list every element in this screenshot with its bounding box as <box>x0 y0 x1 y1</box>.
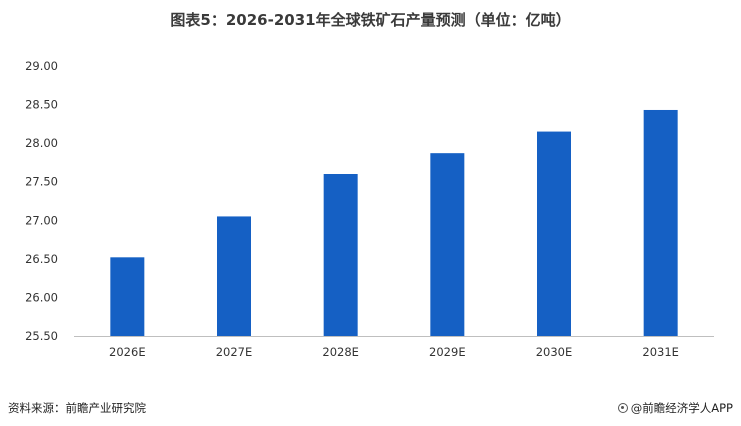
y-tick-label: 27.00 <box>25 213 58 227</box>
x-tick-label: 2028E <box>322 345 359 359</box>
y-axis: 25.50 26.00 26.50 27.00 27.50 28.00 28.50 29.00 <box>25 59 58 343</box>
bar-2031e <box>643 109 678 336</box>
bar-2026e <box>110 257 145 336</box>
x-tick-label: 2029E <box>429 345 466 359</box>
y-tick-label: 28.00 <box>25 136 58 150</box>
brand-label: @前瞻经济学人APP <box>630 401 733 415</box>
y-tick-label: 28.50 <box>25 98 58 112</box>
brand-logo-icon <box>617 403 628 413</box>
bar-2028e <box>323 174 358 336</box>
bars <box>110 109 678 336</box>
y-tick-label: 26.50 <box>25 252 58 266</box>
bar-2027e <box>217 216 251 336</box>
bar-2029e <box>430 153 465 336</box>
brand-credit: @前瞻经济学人APP <box>617 400 733 416</box>
y-tick-label: 29.00 <box>25 59 58 73</box>
y-tick-label: 26.00 <box>25 290 58 304</box>
bar-2030e <box>537 131 571 336</box>
x-axis: 2026E 2027E 2028E 2029E 2030E 2031E <box>74 336 714 359</box>
x-tick-label: 2031E <box>642 345 679 359</box>
y-tick-label: 25.50 <box>25 329 58 343</box>
x-tick-label: 2027E <box>216 345 253 359</box>
chart-title: 图表5：2026-2031年全球铁矿石产量预测（单位：亿吨） <box>170 11 571 29</box>
source-note: 资料来源：前瞻产业研究院 <box>8 401 146 415</box>
y-tick-label: 27.50 <box>25 175 58 189</box>
x-tick-label: 2026E <box>109 345 146 359</box>
x-tick-label: 2030E <box>536 345 573 359</box>
